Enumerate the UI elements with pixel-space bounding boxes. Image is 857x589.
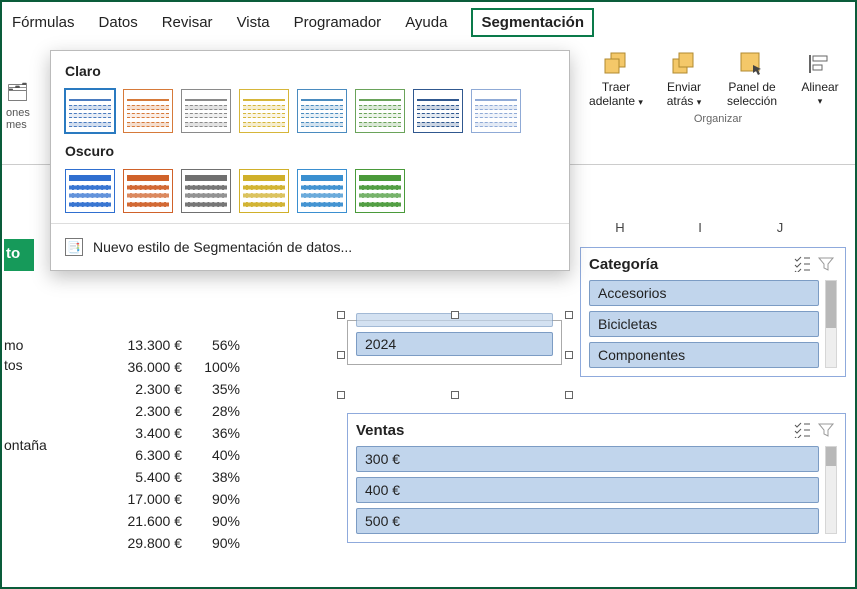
btn-label: atrás [667, 94, 694, 108]
slicer-item[interactable] [356, 313, 553, 327]
ribbon-left-partial: 🗂 ones mes [2, 51, 37, 162]
selection-pane-icon [739, 51, 765, 77]
style-swatch[interactable] [413, 89, 463, 133]
slicer-item[interactable]: Componentes [589, 342, 819, 368]
table-row: 29.800 €90% [44, 533, 254, 553]
tab-ayuda[interactable]: Ayuda [405, 14, 447, 31]
table-row: 2.300 €28% [44, 401, 254, 421]
slicer-year[interactable]: 2024 [347, 320, 562, 365]
table-row: 13.300 €56% [44, 335, 254, 355]
table-row: 3.400 €36% [44, 423, 254, 443]
tab-vista[interactable]: Vista [237, 14, 270, 31]
row-label: ontaña [4, 435, 47, 455]
table-row: 36.000 €100% [44, 357, 254, 377]
clear-filter-icon[interactable] [815, 420, 837, 440]
multi-select-icon[interactable] [791, 254, 813, 274]
report-connections-icon[interactable]: 🗂 [6, 82, 29, 103]
col-h[interactable]: H [580, 220, 660, 235]
slicer-item[interactable]: 2024 [356, 332, 553, 356]
send-backward-icon [671, 51, 697, 77]
chevron-down-icon: ▾ [818, 96, 823, 106]
style-swatch[interactable] [123, 169, 173, 213]
style-swatch[interactable] [65, 169, 115, 213]
btn-label: Alinear [801, 81, 838, 95]
slicer-item[interactable]: 300 € [356, 446, 819, 472]
style-swatch[interactable] [181, 89, 231, 133]
ribbon-group-organizar: Traer adelante ▾ Enviar atrás ▾ Panel de… [581, 51, 855, 162]
ribbon-partial-text2: mes [6, 119, 27, 131]
selection-pane-button[interactable]: Panel de selección [725, 51, 779, 109]
table-row: 21.600 €90% [44, 511, 254, 531]
ribbon-tabs: Fórmulas Datos Revisar Vista Programador… [2, 2, 855, 45]
align-icon [807, 51, 833, 77]
style-swatch[interactable] [239, 89, 289, 133]
gallery-row-oscuro [65, 169, 555, 213]
column-headers: H I J [580, 220, 820, 235]
tab-segmentacion[interactable]: Segmentación [471, 8, 594, 37]
tab-datos[interactable]: Datos [99, 14, 138, 31]
style-swatch[interactable] [181, 169, 231, 213]
style-swatch[interactable] [123, 89, 173, 133]
style-swatch[interactable] [355, 89, 405, 133]
style-swatch[interactable] [471, 89, 521, 133]
slicer-style-gallery: Claro Oscuro 📑 Nuevo estilo de Segmentac… [50, 50, 570, 271]
send-backward-button[interactable]: Enviar atrás ▾ [657, 51, 711, 109]
tab-programador[interactable]: Programador [294, 14, 382, 31]
btn-label: Traer [602, 81, 630, 95]
data-table: 13.300 €56%36.000 €100%2.300 €35%2.300 €… [42, 333, 256, 555]
new-slicer-style-button[interactable]: 📑 Nuevo estilo de Segmentación de datos.… [65, 234, 555, 258]
bring-forward-icon [603, 51, 629, 77]
style-swatch[interactable] [355, 169, 405, 213]
slicer-title: Categoría [589, 256, 789, 273]
slicer-item[interactable]: 400 € [356, 477, 819, 503]
dark-row-tag: to [6, 245, 20, 262]
chevron-down-icon: ▾ [697, 97, 702, 107]
gallery-row-claro [65, 89, 555, 133]
tab-revisar[interactable]: Revisar [162, 14, 213, 31]
slicer-scrollbar[interactable] [825, 446, 837, 534]
row-label: mo [4, 335, 47, 355]
btn-label: selección [727, 95, 777, 109]
col-i[interactable]: I [660, 220, 740, 235]
clear-filter-icon[interactable] [815, 254, 837, 274]
style-swatch[interactable] [65, 89, 115, 133]
gallery-section-label: Oscuro [65, 143, 555, 159]
row-side-labels: mo tos ontaña [4, 335, 47, 455]
slicer-item[interactable]: 500 € [356, 508, 819, 534]
style-swatch[interactable] [297, 89, 347, 133]
slicer-item[interactable]: Bicicletas [589, 311, 819, 337]
style-swatch[interactable] [297, 169, 347, 213]
style-swatch[interactable] [239, 169, 289, 213]
chevron-down-icon: ▾ [638, 97, 643, 107]
table-row: 5.400 €38% [44, 467, 254, 487]
slicer-ventas[interactable]: Ventas 300 € 400 € 500 € [347, 413, 846, 543]
tab-formulas[interactable]: Fórmulas [12, 14, 75, 31]
new-style-label: Nuevo estilo de Segmentación de datos... [93, 239, 352, 255]
slicer-categoria[interactable]: Categoría Accesorios Bicicletas Componen… [580, 247, 846, 377]
table-row: 6.300 €40% [44, 445, 254, 465]
ribbon-group-label: Organizar [694, 113, 742, 125]
row-label: tos [4, 355, 47, 375]
multi-select-icon[interactable] [791, 420, 813, 440]
slicer-item[interactable]: Accesorios [589, 280, 819, 306]
slicer-title: Ventas [356, 422, 789, 439]
align-button[interactable]: Alinear ▾ [793, 51, 847, 109]
ribbon-partial-text1: ones [6, 107, 30, 119]
table-row: 17.000 €90% [44, 489, 254, 509]
col-j[interactable]: J [740, 220, 820, 235]
btn-label: adelante [589, 94, 635, 108]
btn-label: Enviar [667, 81, 701, 95]
gallery-section-label: Claro [65, 63, 555, 79]
bring-forward-button[interactable]: Traer adelante ▾ [589, 51, 643, 109]
btn-label: Panel de [728, 81, 775, 95]
slicer-scrollbar[interactable] [825, 280, 837, 368]
table-row: 2.300 €35% [44, 379, 254, 399]
new-style-icon: 📑 [65, 238, 83, 256]
